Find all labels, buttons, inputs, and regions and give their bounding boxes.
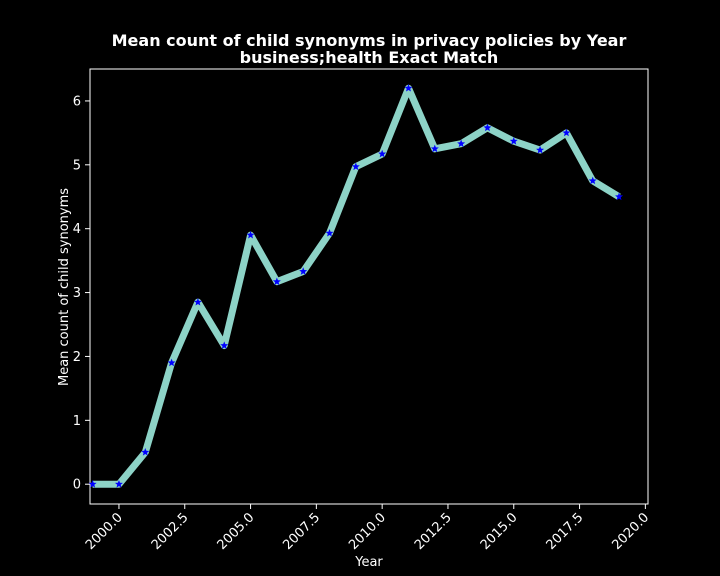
y-tick-label: 1 bbox=[73, 414, 81, 429]
chart-subtitle: business;health Exact Match bbox=[240, 48, 499, 67]
data-point bbox=[246, 230, 255, 239]
data-point bbox=[167, 358, 176, 367]
data-point bbox=[483, 123, 492, 132]
y-tick-label: 0 bbox=[73, 478, 81, 493]
y-tick-label: 2 bbox=[73, 350, 81, 365]
data-point bbox=[325, 228, 334, 237]
data-point bbox=[351, 162, 360, 171]
data-point bbox=[562, 128, 571, 137]
data-point bbox=[457, 139, 466, 148]
y-tick-label: 5 bbox=[73, 158, 81, 173]
data-point bbox=[615, 192, 624, 201]
y-tick-label: 6 bbox=[73, 94, 81, 109]
data-point bbox=[141, 448, 150, 456]
y-axis-label: Mean count of child synonyms bbox=[57, 188, 72, 386]
data-point bbox=[404, 83, 413, 92]
data-point bbox=[193, 297, 202, 306]
plot-frame bbox=[89, 68, 649, 505]
data-point bbox=[220, 341, 229, 349]
data-point bbox=[88, 480, 97, 488]
data-point bbox=[272, 277, 281, 286]
data-point bbox=[430, 144, 439, 153]
x-axis-label: Year bbox=[354, 555, 383, 570]
data-point bbox=[114, 480, 123, 488]
data-point bbox=[509, 136, 518, 145]
data-point bbox=[299, 267, 308, 275]
y-tick-label: 4 bbox=[73, 222, 81, 237]
data-point bbox=[536, 145, 545, 154]
chart-title: Mean count of child synonyms in privacy … bbox=[112, 31, 627, 50]
data-point bbox=[378, 149, 387, 158]
data-point bbox=[588, 176, 597, 185]
y-tick-label: 3 bbox=[73, 286, 81, 301]
